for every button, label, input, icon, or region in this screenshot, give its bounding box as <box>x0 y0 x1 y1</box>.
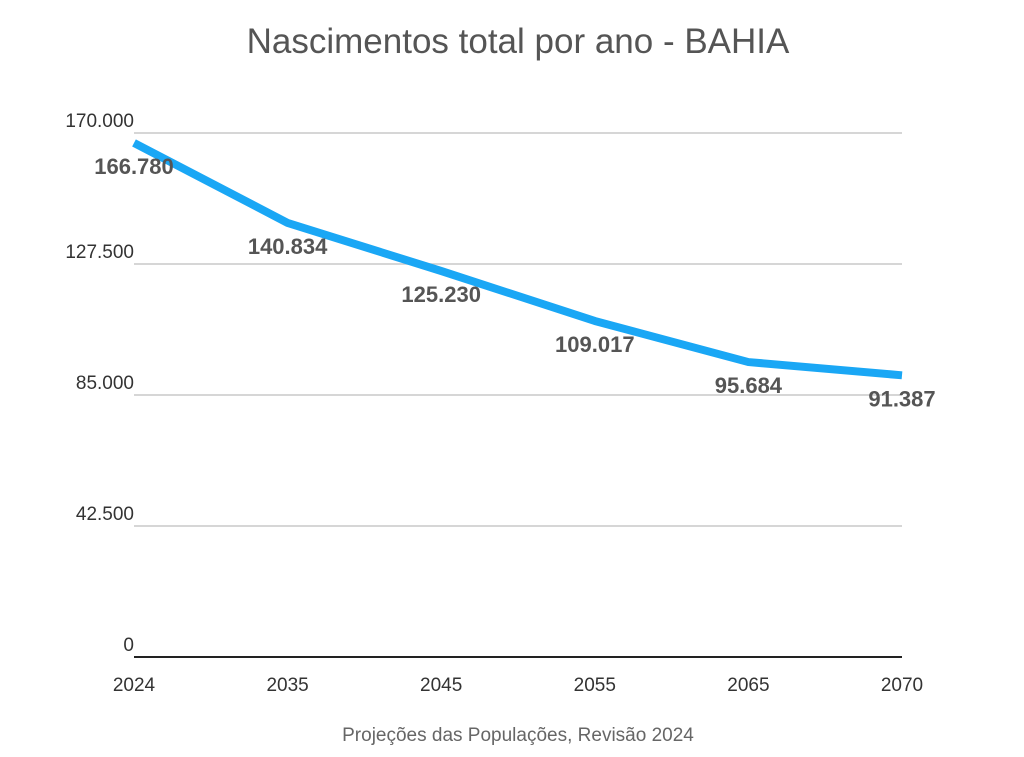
y-tick-label: 170.000 <box>65 111 134 132</box>
data-labels: 166.780 140.834 125.230 109.017 95.684 91.387 <box>94 154 935 411</box>
y-tick-label: 0 <box>123 635 134 656</box>
data-label: 95.684 <box>715 373 783 398</box>
data-label: 109.017 <box>555 332 635 357</box>
x-tick-label: 2024 <box>113 675 156 696</box>
x-tick-label: 2035 <box>266 675 308 696</box>
x-tick-label: 2070 <box>881 675 923 696</box>
gridlines <box>134 132 902 658</box>
y-tick-label: 42.500 <box>76 504 134 525</box>
x-tick-label: 2055 <box>574 675 616 696</box>
y-axis-ticks: 0 42.500 85.000 127.500 170.000 <box>65 111 134 656</box>
source-note: Projeções das Populações, Revisão 2024 <box>342 725 694 746</box>
series-line <box>132 139 903 380</box>
data-label: 91.387 <box>868 386 935 411</box>
x-axis-ticks: 2024 2035 2045 2055 2065 2070 <box>113 675 923 696</box>
data-label: 125.230 <box>401 282 481 307</box>
x-tick-label: 2045 <box>420 675 462 696</box>
x-tick-label: 2065 <box>727 675 769 696</box>
y-tick-label: 127.500 <box>65 242 134 263</box>
y-tick-label: 85.000 <box>76 373 134 394</box>
series-lines <box>132 139 903 380</box>
chart-title: Nascimentos total por ano - BAHIA <box>246 22 790 61</box>
data-label: 166.780 <box>94 154 174 179</box>
data-label: 140.834 <box>248 234 328 259</box>
